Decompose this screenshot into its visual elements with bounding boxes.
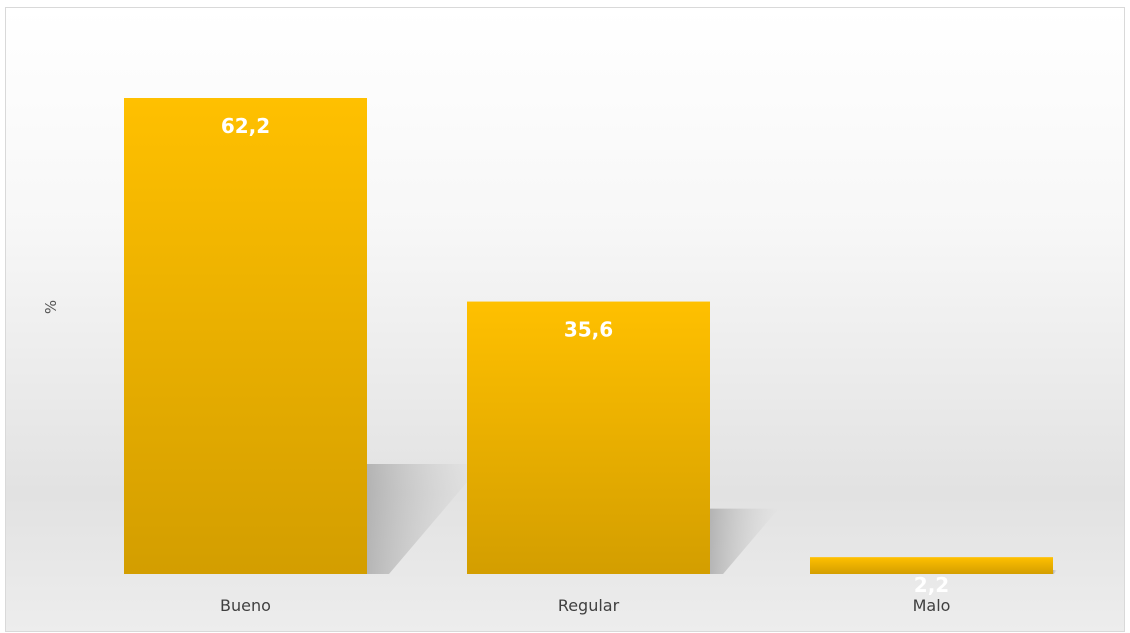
bar-shadows	[367, 464, 1058, 574]
bar-shadow	[1053, 569, 1058, 574]
bar-value-label: 62,2	[221, 114, 270, 138]
bar-regular	[467, 301, 710, 574]
bar-malo	[810, 557, 1053, 574]
bar-bueno	[124, 98, 367, 574]
x-tick-label: Malo	[913, 596, 951, 615]
bars-group	[124, 98, 1053, 574]
bar-value-label: 2,2	[914, 573, 949, 597]
bar-shadow	[367, 464, 483, 574]
bar-value-label: 35,6	[564, 318, 613, 342]
x-tick-labels-group: Bueno Regular Malo	[220, 596, 950, 615]
value-labels-group: 62,2 35,6 2,2	[221, 114, 949, 597]
x-tick-label: Regular	[558, 596, 620, 615]
bar-shadow	[710, 508, 779, 574]
x-tick-label: Bueno	[220, 596, 271, 615]
y-axis-label: %	[42, 300, 60, 314]
